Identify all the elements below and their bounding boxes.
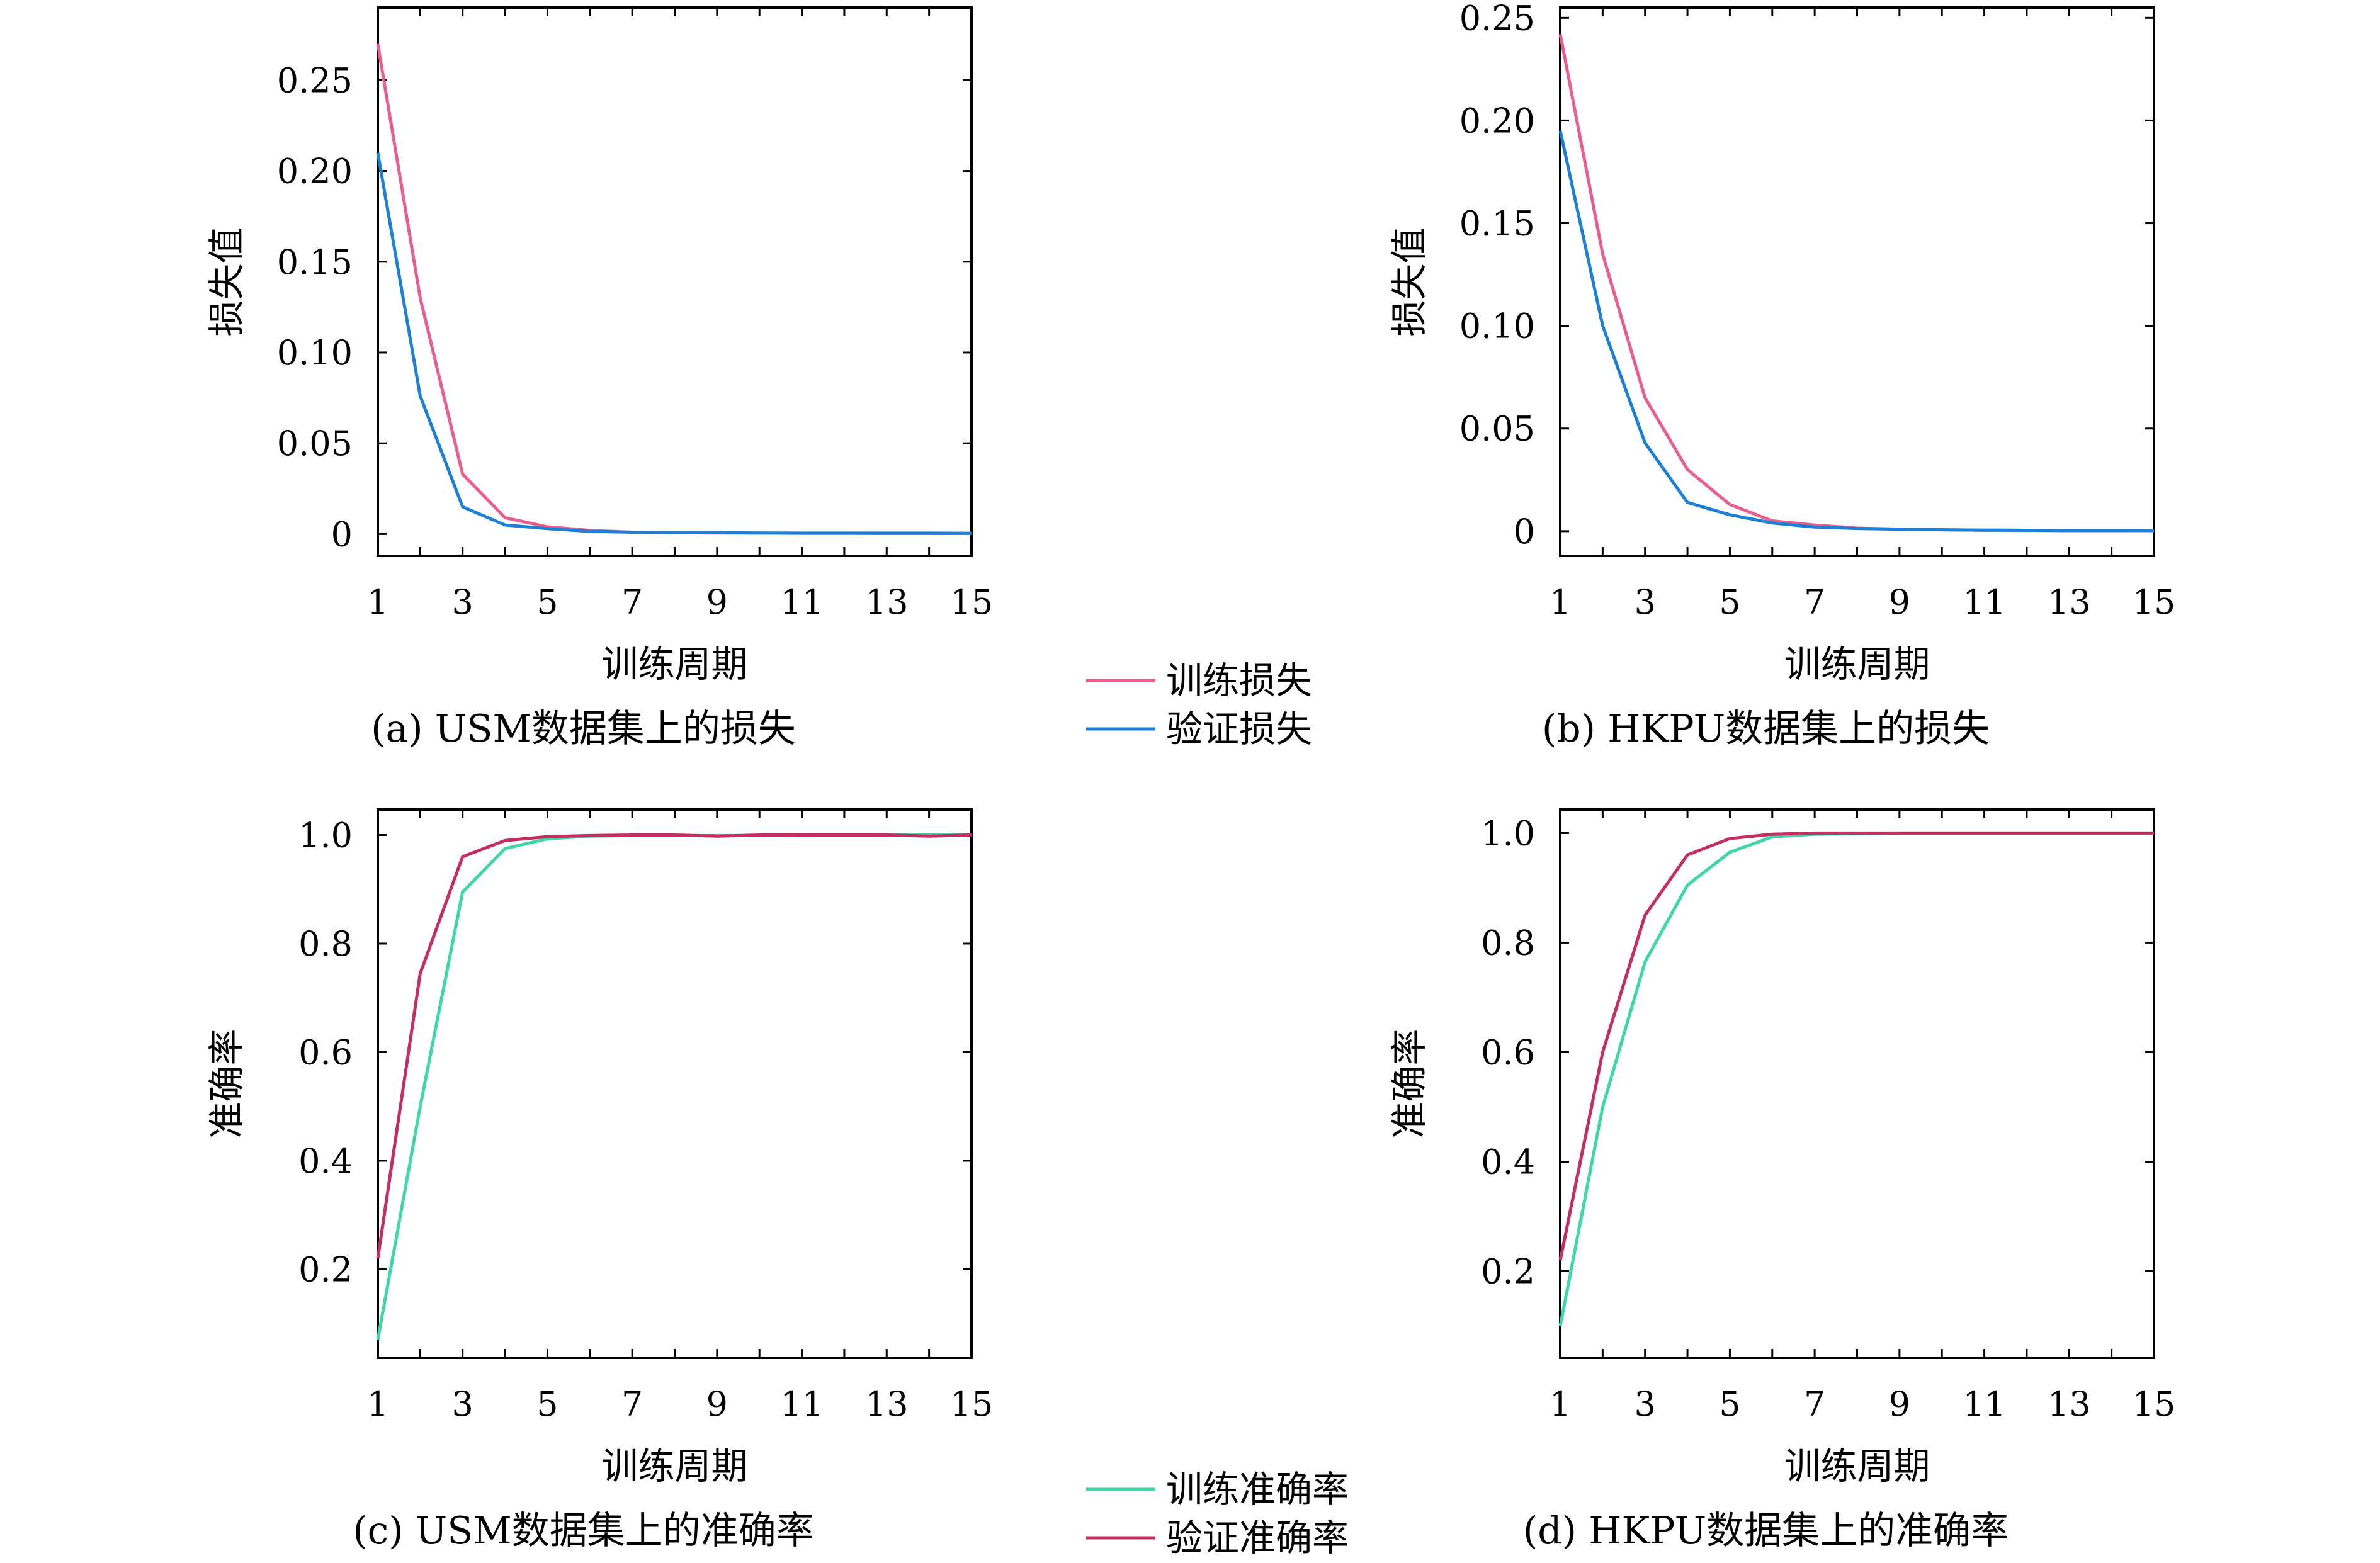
x-tick-label: 15 <box>950 1384 994 1424</box>
x-tick-label: 9 <box>706 582 728 622</box>
x-tick-label: 5 <box>1719 1384 1740 1424</box>
x-tick-label: 3 <box>1635 1384 1656 1424</box>
x-tick-label: 13 <box>865 1384 909 1424</box>
y-tick-label: 0.05 <box>1459 409 1535 449</box>
x-tick-label: 7 <box>621 582 643 622</box>
x-tick-label: 1 <box>367 1384 388 1424</box>
y-tick-label: 0.2 <box>298 1250 353 1289</box>
y-axis-label: 准确率 <box>1388 1029 1431 1138</box>
x-tick-label: 15 <box>2133 582 2176 622</box>
y-tick-label: 0 <box>331 514 353 554</box>
panel-caption: (d) HKPU数据集上的准确率 <box>1523 1509 2009 1553</box>
x-tick-label: 15 <box>2133 1384 2176 1424</box>
x-tick-label: 1 <box>367 582 388 622</box>
series-line-val-acc <box>376 833 972 1259</box>
series-line-train-acc <box>376 833 972 1340</box>
y-tick-label: 1.0 <box>298 816 353 855</box>
x-tick-label: 7 <box>1804 582 1825 622</box>
y-tick-label: 0.2 <box>1481 1252 1535 1292</box>
y-tick-label: 0.4 <box>1481 1142 1535 1182</box>
x-tick-label: 11 <box>1963 1384 2006 1424</box>
plot-frame <box>377 6 973 557</box>
y-tick-label: 0.25 <box>1459 0 1535 38</box>
legend-label-train-accuracy: 训练准确率 <box>1166 1468 1349 1511</box>
x-tick-label: 13 <box>865 582 909 622</box>
panel-caption: (c) USM数据集上的准确率 <box>353 1509 814 1553</box>
y-tick-label: 0.8 <box>1481 923 1535 962</box>
series-line-train-loss <box>376 43 972 535</box>
x-axis-label: 训练周期 <box>1784 643 1930 686</box>
series-line-val-loss <box>1558 130 2154 533</box>
y-tick-label: 0.10 <box>1459 307 1535 346</box>
plot-frame <box>1559 6 2155 557</box>
y-tick-label: 0.10 <box>277 333 353 373</box>
x-tick-label: 9 <box>1889 582 1910 622</box>
x-tick-label: 11 <box>1963 582 2006 622</box>
x-tick-label: 13 <box>2048 1384 2091 1424</box>
x-tick-label: 15 <box>950 582 994 622</box>
y-axis-label: 准确率 <box>205 1029 248 1138</box>
y-tick-label: 0.20 <box>277 152 353 191</box>
y-axis-label: 损失值 <box>1388 227 1431 336</box>
x-axis-label: 训练周期 <box>601 1445 747 1487</box>
legend-accuracy: 训练准确率 验证准确率 <box>1086 1468 1349 1559</box>
x-tick-label: 7 <box>1804 1384 1825 1424</box>
y-tick-label: 0.8 <box>298 924 353 964</box>
x-tick-label: 7 <box>621 1384 643 1424</box>
x-tick-label: 5 <box>1719 582 1740 622</box>
plot-frame <box>1559 808 2155 1359</box>
y-tick-label: 0.4 <box>298 1141 353 1181</box>
x-tick-label: 9 <box>706 1384 728 1424</box>
x-tick-label: 3 <box>1635 582 1656 622</box>
chart-panel-hkpu-loss: 1 3 5 7 9 11 13 1500.050.100.150.200.25训练周期损失值(… <box>1388 0 2175 751</box>
y-tick-label: 0.6 <box>298 1032 353 1072</box>
legend-label-val-loss: 验证损失 <box>1166 708 1312 750</box>
series-line-val-loss <box>376 152 972 535</box>
y-tick-label: 0.05 <box>277 424 353 463</box>
legend-label-val-accuracy: 验证准确率 <box>1166 1516 1349 1559</box>
x-axis-label: 训练周期 <box>1784 1445 1930 1487</box>
y-tick-label: 0.25 <box>277 60 353 100</box>
plot-frame <box>377 808 973 1359</box>
panel-caption: (b) HKPU数据集上的损失 <box>1542 707 1990 751</box>
x-axis-label: 训练周期 <box>601 643 747 686</box>
legend-label-train-loss: 训练损失 <box>1166 659 1312 702</box>
series-line-val-acc <box>1558 831 2154 1261</box>
panel-caption: (a) USM数据集上的损失 <box>371 707 796 751</box>
x-tick-label: 9 <box>1889 1384 1910 1424</box>
series-line-train-loss <box>1558 33 2154 533</box>
y-tick-label: 0.15 <box>1459 204 1535 244</box>
x-tick-label: 5 <box>536 1384 558 1424</box>
x-tick-label: 13 <box>2048 582 2091 622</box>
x-tick-label: 5 <box>536 582 558 622</box>
y-tick-label: 1.0 <box>1481 813 1535 853</box>
x-tick-label: 1 <box>1550 1384 1571 1424</box>
x-tick-label: 3 <box>452 1384 473 1424</box>
chart-panel-usm-loss: 1 3 5 7 9 11 13 1500.050.100.150.200.25训练周期损失值(… <box>205 6 994 751</box>
y-axis-label: 损失值 <box>205 227 248 336</box>
y-tick-label: 0.15 <box>277 242 353 282</box>
x-tick-label: 11 <box>780 1384 824 1424</box>
x-tick-label: 11 <box>780 582 824 622</box>
legend-loss: 训练损失 验证损失 <box>1086 659 1312 750</box>
y-tick-label: 0 <box>1514 512 1535 551</box>
y-tick-label: 0.20 <box>1459 101 1535 140</box>
x-tick-label: 3 <box>452 582 473 622</box>
y-tick-label: 0.6 <box>1481 1032 1535 1072</box>
x-tick-label: 1 <box>1550 582 1571 622</box>
